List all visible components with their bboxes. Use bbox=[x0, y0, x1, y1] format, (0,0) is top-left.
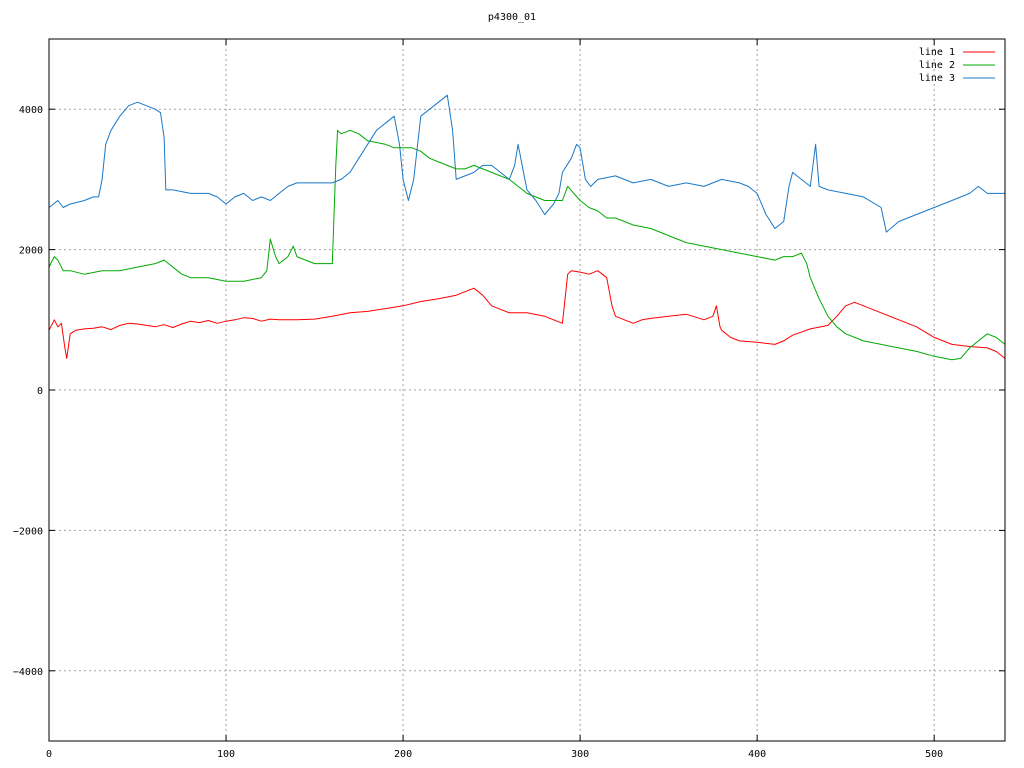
y-tick-label: −4000 bbox=[13, 667, 43, 678]
series-line-2 bbox=[48, 129, 1006, 361]
x-tick-label: 400 bbox=[748, 749, 766, 760]
x-tick-label: 0 bbox=[46, 749, 52, 760]
x-tick-label: 200 bbox=[394, 749, 412, 760]
x-tick-label: 300 bbox=[571, 749, 589, 760]
axis-ticks: 0 100 200 300 400 500 −4000 −2000 0 2000 4000 bbox=[13, 39, 1005, 760]
x-tick-label: 500 bbox=[925, 749, 943, 760]
y-tick-label: −2000 bbox=[13, 526, 43, 537]
plot-border bbox=[48, 38, 1006, 742]
chart-title: p4300_01 bbox=[487, 12, 537, 23]
series-lines bbox=[48, 94, 1006, 361]
series-line-3 bbox=[48, 94, 1005, 233]
grid-lines bbox=[49, 39, 1005, 741]
legend-label: line 2 bbox=[919, 60, 955, 71]
x-tick-label: 100 bbox=[217, 749, 235, 760]
legend-label: line 1 bbox=[919, 47, 955, 58]
y-tick-label: 2000 bbox=[19, 246, 43, 257]
legend: line 1 line 2 line 3 bbox=[919, 47, 995, 84]
series-line-1 bbox=[48, 270, 1006, 359]
y-tick-label: 4000 bbox=[19, 105, 43, 116]
y-tick-label: 0 bbox=[37, 386, 43, 397]
legend-label: line 3 bbox=[919, 73, 955, 84]
